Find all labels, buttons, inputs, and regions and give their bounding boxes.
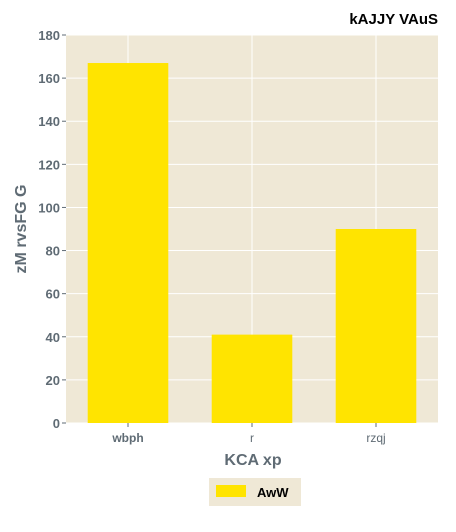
y-tick-label: 140 [38,114,60,129]
chart-title: kAJJY VAuS [349,11,438,28]
y-tick-label: 160 [38,71,60,86]
x-tick-label: r [250,431,254,445]
y-tick-label: 40 [46,330,60,345]
y-tick-label: 100 [38,200,60,215]
y-axis-ticks: 0 20 40 60 80 100 120 140 160 180 [38,28,66,431]
y-tick-label: 20 [46,373,60,388]
y-tick-label: 0 [53,416,60,431]
y-tick-label: 80 [46,244,60,259]
x-axis-label: KCA xp [224,452,281,469]
bar-rzqj [335,229,417,423]
legend-label: AwW [257,485,289,500]
x-tick-label: rzqj [366,431,385,445]
bar-r [211,334,293,423]
x-axis-ticks: wbph r rzqj [111,423,386,445]
legend: AwW [209,478,301,506]
bars [87,63,417,424]
y-tick-label: 120 [38,157,60,172]
x-tick-label: wbph [111,431,143,445]
y-axis-label: zM rvsFG G [13,185,30,274]
y-tick-label: 60 [46,287,60,302]
bar-wbph [87,63,169,424]
y-tick-label: 180 [38,28,60,43]
legend-swatch [216,485,246,497]
